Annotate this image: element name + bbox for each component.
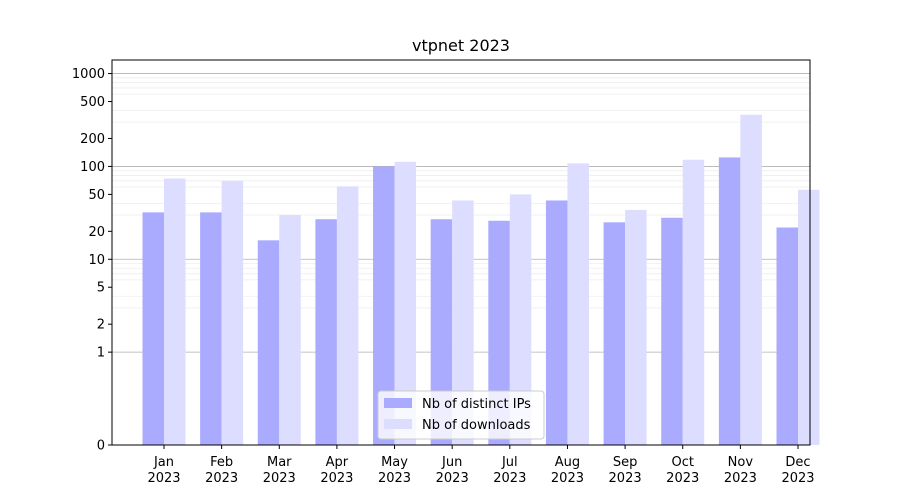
bar-distinct-ips [257, 240, 280, 445]
x-tick-label-year: 2023 [724, 471, 757, 486]
x-tick-label: Mar [267, 455, 292, 470]
bar-downloads [682, 159, 705, 445]
bar-downloads [567, 163, 589, 445]
x-tick-label-year: 2023 [551, 471, 584, 486]
x-axis: Jan2023Feb2023Mar2023Apr2023May2023Jun20… [147, 445, 815, 486]
x-tick-label-year: 2023 [378, 471, 411, 486]
x-tick-label: Jun [441, 455, 462, 470]
y-tick-label: 2 [97, 318, 105, 333]
x-tick-label-year: 2023 [666, 471, 699, 486]
x-tick-label-year: 2023 [320, 471, 353, 486]
y-tick-label: 10 [88, 253, 105, 268]
bar-downloads [452, 200, 474, 445]
chart-title: vtpnet 2023 [412, 36, 510, 55]
legend-box [377, 390, 545, 440]
y-tick-label: 0 [97, 439, 105, 454]
bar-downloads [740, 114, 762, 446]
axes-frame [111, 59, 811, 446]
y-tick-label: 200 [80, 132, 105, 147]
bar-downloads [336, 186, 359, 445]
y-tick-label: 20 [88, 225, 105, 240]
x-tick-label: Feb [210, 455, 233, 470]
x-tick-label-year: 2023 [781, 471, 814, 486]
bar-downloads [221, 180, 244, 446]
x-tick-label: Jul [501, 455, 518, 470]
x-tick-label-year: 2023 [263, 471, 296, 486]
legend-label: Nb of distinct IPs [422, 397, 531, 412]
bar-downloads [164, 178, 186, 445]
x-tick-label-year: 2023 [609, 471, 642, 486]
bar-distinct-ips [661, 217, 683, 445]
bar-downloads [625, 209, 647, 445]
x-tick-label: May [381, 455, 408, 470]
bar-downloads [509, 194, 532, 445]
y-tick-label: 500 [80, 95, 105, 110]
legend: Nb of distinct IPs Nb of downloads [377, 390, 545, 440]
y-tick-label: 100 [80, 160, 105, 175]
x-tick-label: Dec [785, 455, 810, 470]
bars [142, 114, 820, 446]
y-tick-label: 50 [88, 188, 105, 203]
bar-downloads [394, 161, 417, 445]
bar-downloads [798, 189, 820, 445]
x-tick-label: Sep [613, 455, 638, 470]
y-tick-label: 1 [97, 346, 105, 361]
bar-distinct-ips [200, 212, 222, 445]
bar-distinct-ips [373, 166, 395, 446]
x-tick-label: Jan [153, 455, 174, 470]
x-tick-label: Nov [728, 455, 754, 470]
x-tick-label-year: 2023 [147, 471, 180, 486]
bar-distinct-ips [142, 212, 164, 445]
bar-distinct-ips [718, 157, 741, 446]
bar-distinct-ips [545, 200, 568, 445]
bar-downloads [279, 214, 301, 445]
x-tick-label-year: 2023 [205, 471, 238, 486]
legend-swatch [384, 398, 412, 408]
bar-distinct-ips [603, 222, 626, 445]
bar-distinct-ips [430, 219, 453, 445]
x-tick-label-year: 2023 [436, 471, 469, 486]
bar-distinct-ips [488, 220, 510, 445]
y-tick-label: 5 [97, 281, 105, 296]
y-tick-label: 1000 [72, 67, 105, 82]
x-tick-label: Apr [326, 455, 349, 470]
bar-distinct-ips [315, 219, 337, 445]
legend-label: Nb of downloads [422, 418, 531, 433]
x-tick-label: Oct [671, 455, 693, 470]
bar-distinct-ips [776, 227, 798, 445]
x-tick-label: Aug [555, 455, 580, 470]
y-axis: 0 1 2 5 10 20 50 100 200 500 1000 [72, 67, 112, 454]
legend-swatch [384, 419, 412, 429]
x-tick-label-year: 2023 [493, 471, 526, 486]
